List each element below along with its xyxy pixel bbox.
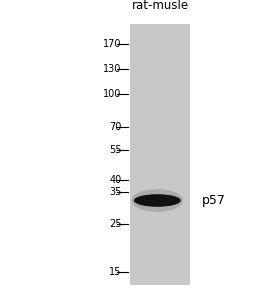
Text: 130: 130 [103,64,121,74]
Ellipse shape [131,189,183,212]
Text: 170: 170 [103,39,121,49]
Text: 55: 55 [109,145,121,155]
Text: 15: 15 [109,267,121,277]
Text: 40: 40 [109,175,121,184]
Text: 70: 70 [109,122,121,132]
Bar [130,24,190,285]
Text: rat-musle: rat-musle [132,0,189,12]
Text: 35: 35 [109,187,121,197]
Text: 25: 25 [109,219,121,229]
Ellipse shape [134,194,181,207]
Text: 100: 100 [103,88,121,99]
Text: p57: p57 [201,194,225,207]
